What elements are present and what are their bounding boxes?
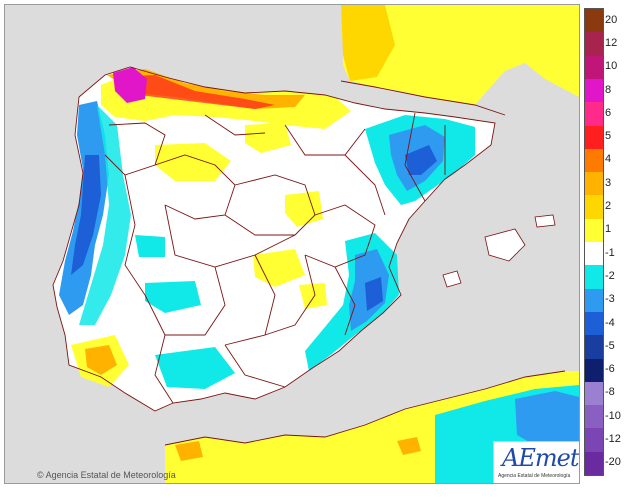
legend-swatch (585, 405, 603, 429)
legend-label: 20 (605, 13, 618, 26)
interior-cyan-1 (145, 281, 201, 313)
legend-swatch (585, 102, 603, 126)
northeast-darkblue (405, 145, 437, 175)
aemet-logo: AEmet Agencia Estatal de Meteorología (493, 441, 579, 483)
west-coast-darkblue (71, 155, 101, 275)
legend-label: 5 (605, 130, 612, 143)
france-land (341, 5, 579, 105)
west-coast-cyan (79, 105, 131, 325)
east-coast-darkblue (365, 277, 383, 311)
interior-yellow-2 (285, 191, 323, 227)
legend-label: -20 (605, 456, 621, 469)
france-west-yellow (341, 5, 395, 81)
interior-yellow-4 (299, 283, 327, 309)
legend-label: -1 (605, 246, 615, 259)
north-west-magenta (113, 67, 147, 103)
legend-swatch (585, 172, 603, 196)
mallorca-island (484, 228, 526, 262)
aemet-subtitle: Agencia Estatal de Meteorología (498, 473, 571, 479)
interior-cyan-2 (155, 347, 235, 389)
legend-label: 6 (605, 106, 612, 119)
legend-swatch (585, 265, 603, 290)
legend-swatch (585, 381, 603, 406)
legend-label: -8 (605, 386, 615, 399)
legend-swatch (585, 148, 603, 173)
north-africa-blue (515, 391, 579, 451)
legend-swatch (585, 358, 603, 383)
southwest-orange (85, 345, 117, 375)
legend-label: -6 (605, 363, 615, 376)
legend-swatch (585, 32, 603, 57)
province-borders (52, 66, 566, 446)
legend-label: -4 (605, 316, 615, 329)
copyright-icon: © (37, 470, 44, 480)
legend-label: 10 (605, 60, 618, 73)
interior-cyan-3 (135, 235, 165, 257)
legend-label: 8 (605, 83, 612, 96)
legend-label: -3 (605, 293, 615, 306)
legend-swatch (585, 195, 603, 220)
legend-swatch (585, 311, 603, 336)
copyright-credit: © Agencia Estatal de Meteorología (37, 470, 176, 480)
legend-label: 1 (605, 223, 612, 236)
legend-swatch (585, 125, 603, 150)
legend-label: 2 (605, 200, 612, 213)
legend-label: -2 (605, 269, 615, 282)
legend-label: -12 (605, 433, 621, 446)
legend-swatch (585, 218, 603, 243)
interior-yellow-1 (155, 143, 231, 181)
credit-text: Agencia Estatal de Meteorología (45, 470, 176, 480)
north-coast-red (115, 75, 275, 109)
legend-swatch (585, 335, 603, 359)
legend-swatch (585, 428, 603, 453)
color-legend: 20 12 10 8 6 5 4 3 2 1 -1 -2 -3 -4 -5 -6 -8 -10 -12 -20 (584, 8, 630, 482)
legend-swatch (585, 288, 603, 313)
legend-label: 3 (605, 176, 612, 189)
anomaly-map: © Agencia Estatal de Meteorología AEmet … (4, 4, 580, 484)
legend-label: 12 (605, 36, 618, 49)
legend-colorbar (584, 8, 604, 476)
interior-yellow-5 (245, 123, 291, 153)
menorca-island (534, 214, 556, 228)
legend-swatch (585, 451, 603, 476)
legend-swatch (585, 9, 603, 33)
legend-swatch (585, 55, 603, 80)
aemet-wordmark: AEmet (502, 444, 579, 472)
north-africa-orange (397, 437, 421, 455)
legend-label: 4 (605, 153, 612, 166)
legend-label: -5 (605, 339, 615, 352)
legend-swatch (585, 242, 603, 266)
north-africa-orange-2 (175, 441, 203, 461)
ibiza-island (442, 270, 462, 288)
legend-label: -10 (605, 409, 621, 422)
legend-swatch (585, 78, 603, 103)
map-canvas (5, 5, 579, 483)
